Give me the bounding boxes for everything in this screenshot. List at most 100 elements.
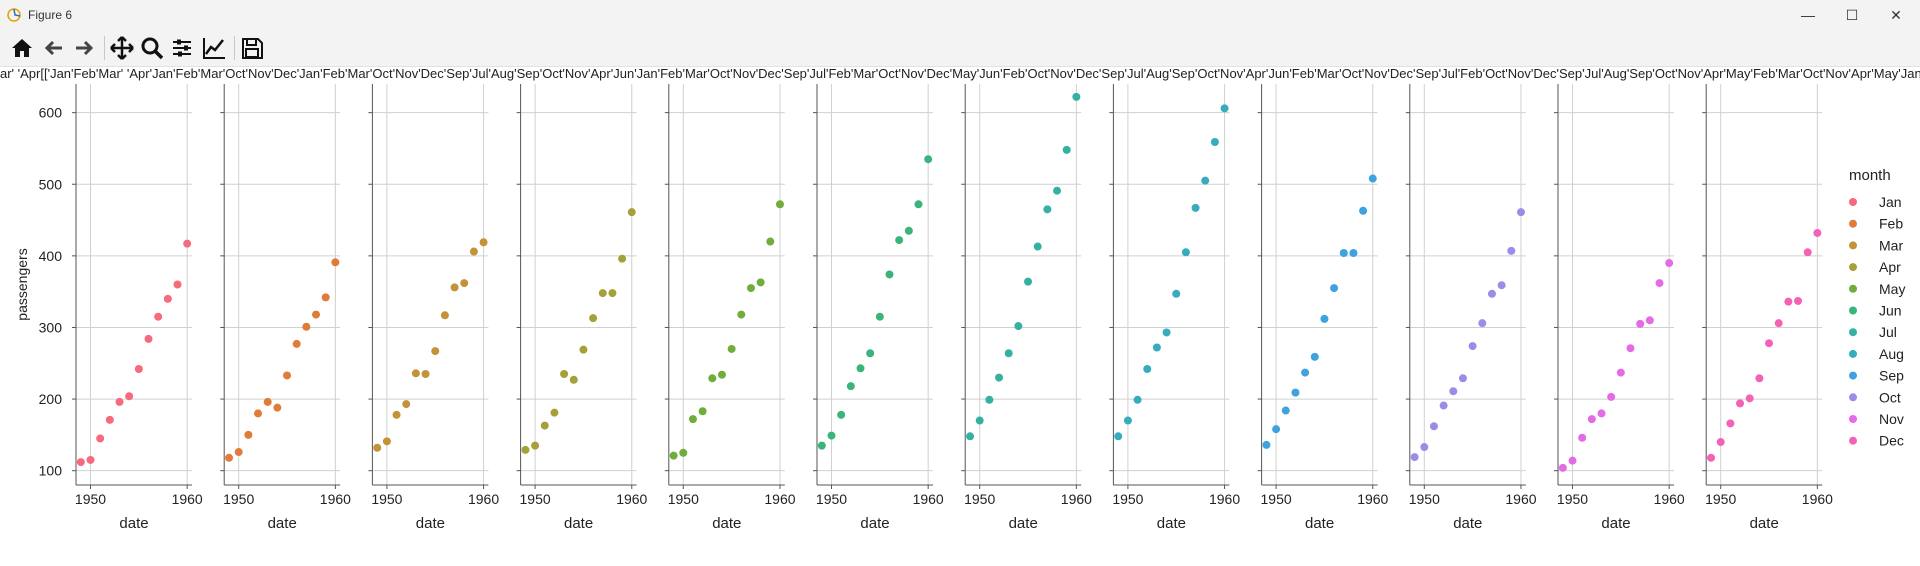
x-tick-label: 1950 [1705, 491, 1736, 507]
data-point-jan [163, 294, 172, 303]
data-point-oct [1439, 401, 1448, 410]
x-tick-label: 1960 [1061, 491, 1092, 507]
legend-label-dec: Dec [1879, 433, 1904, 449]
facet-panel-oct: 1950 1960 date [1405, 84, 1537, 532]
facet-panel-mar: 1950 1960 date [368, 84, 499, 532]
data-point-jan [144, 334, 153, 343]
x-axis-label: date [416, 515, 445, 532]
back-arrow-icon[interactable] [40, 34, 68, 62]
data-point-may [727, 344, 736, 353]
data-point-sep [1272, 425, 1281, 434]
data-point-dec [1784, 297, 1793, 306]
data-point-jun [837, 410, 846, 419]
data-point-may [708, 374, 717, 383]
data-point-aug [1201, 176, 1210, 185]
configure-subplots-icon[interactable] [168, 34, 196, 62]
x-tick-label: 1950 [223, 491, 254, 507]
data-point-nov [1558, 463, 1567, 472]
data-point-sep [1281, 406, 1290, 415]
data-point-feb [273, 403, 282, 412]
data-point-nov [1607, 392, 1616, 401]
x-tick-label: 1950 [1557, 491, 1588, 507]
data-point-oct [1420, 443, 1429, 452]
window-titlebar: Figure 6 — ☐ ✕ [0, 0, 1920, 30]
app-icon [7, 8, 21, 22]
data-point-may [698, 407, 707, 416]
save-figure-icon[interactable] [238, 34, 266, 62]
legend-marker-mar [1849, 241, 1857, 250]
x-axis-label: date [119, 515, 148, 532]
data-point-sep [1368, 174, 1377, 183]
legend-label-sep: Sep [1879, 368, 1904, 384]
data-point-jan [125, 392, 134, 401]
data-point-aug [1162, 328, 1171, 337]
x-axis-label: date [1750, 515, 1779, 532]
legend-label-apr: Apr [1879, 259, 1901, 275]
x-tick-label: 1960 [764, 491, 795, 507]
x-tick-label: 1960 [913, 491, 944, 507]
legend-marker-feb [1849, 219, 1857, 228]
data-point-aug [1152, 343, 1161, 352]
home-icon[interactable] [8, 34, 36, 62]
x-tick-label: 1950 [1112, 491, 1143, 507]
data-point-jun [924, 155, 933, 164]
data-point-dec [1803, 248, 1812, 257]
data-point-aug [1133, 395, 1142, 404]
facet-panel-may: 1950 1960 date [664, 84, 796, 532]
legend-label-feb: Feb [1879, 216, 1903, 232]
data-point-oct [1487, 289, 1496, 298]
maximize-icon[interactable]: ☐ [1845, 7, 1859, 23]
data-point-sep [1359, 206, 1368, 215]
data-point-apr [627, 208, 636, 217]
figure-canvas: ar' 'Apr[['Jan'Feb'Mar' 'Apr'Jan'Feb'Mar… [0, 67, 1920, 566]
data-point-jul [985, 395, 994, 404]
minimize-icon[interactable]: — [1801, 7, 1815, 23]
data-point-may [669, 451, 678, 460]
data-point-mar [479, 238, 488, 247]
data-point-dec [1726, 419, 1735, 428]
legend-label-jan: Jan [1879, 194, 1902, 210]
data-point-jun [827, 431, 836, 440]
legend: month Jan Feb Mar Apr May Jun Jul Aug Sep Oct Nov De… [1849, 167, 1905, 449]
x-axis-label: date [268, 515, 297, 532]
x-tick-label: 1950 [1261, 491, 1292, 507]
data-point-apr [550, 408, 559, 417]
edit-axes-icon[interactable] [200, 34, 228, 62]
zoom-magnifier-icon[interactable] [138, 34, 166, 62]
x-axis-label: date [712, 515, 741, 532]
data-point-nov [1578, 433, 1587, 442]
data-point-oct [1449, 387, 1458, 396]
data-point-jan [134, 364, 143, 373]
close-icon[interactable]: ✕ [1890, 7, 1902, 23]
data-point-aug [1143, 364, 1152, 373]
pan-move-icon[interactable] [108, 34, 136, 62]
data-point-apr [560, 370, 569, 379]
x-axis-label: date [1601, 515, 1630, 532]
data-point-jan [115, 397, 124, 406]
x-tick-label: 1950 [1409, 491, 1440, 507]
data-point-jun [875, 312, 884, 321]
data-point-jul [1033, 242, 1042, 251]
y-axis-label: passengers [14, 248, 30, 320]
x-axis-label: date [564, 515, 593, 532]
data-point-may [746, 284, 755, 293]
facet-panel-jan: 100 200 300 400 500 600 1950 1960 date [39, 84, 203, 532]
legend-label-aug: Aug [1879, 346, 1904, 362]
data-point-aug [1172, 289, 1181, 298]
data-point-dec [1736, 399, 1745, 408]
x-tick-label: 1960 [320, 491, 351, 507]
facet-panel-nov: 1950 1960 date [1554, 84, 1685, 532]
forward-arrow-icon[interactable] [70, 34, 98, 62]
faceted-scatter-chart: ar' 'Apr[['Jan'Feb'Mar' 'Apr'Jan'Feb'Mar… [0, 67, 1920, 532]
data-point-feb [234, 448, 243, 457]
legend-marker-jun [1849, 306, 1857, 315]
data-point-nov [1645, 316, 1654, 325]
y-tick-label: 100 [39, 463, 63, 479]
data-point-jan [76, 458, 85, 467]
overlapping-title-text: ar' 'Apr[['Jan'Feb'Mar' 'Apr'Jan'Feb'Mar… [0, 67, 1920, 81]
facet-panel-jul: 1950 1960 date [961, 84, 1092, 532]
x-tick-label: 1960 [468, 491, 499, 507]
legend-marker-aug [1849, 349, 1857, 358]
x-tick-label: 1960 [1802, 491, 1833, 507]
data-point-jun [866, 349, 875, 358]
